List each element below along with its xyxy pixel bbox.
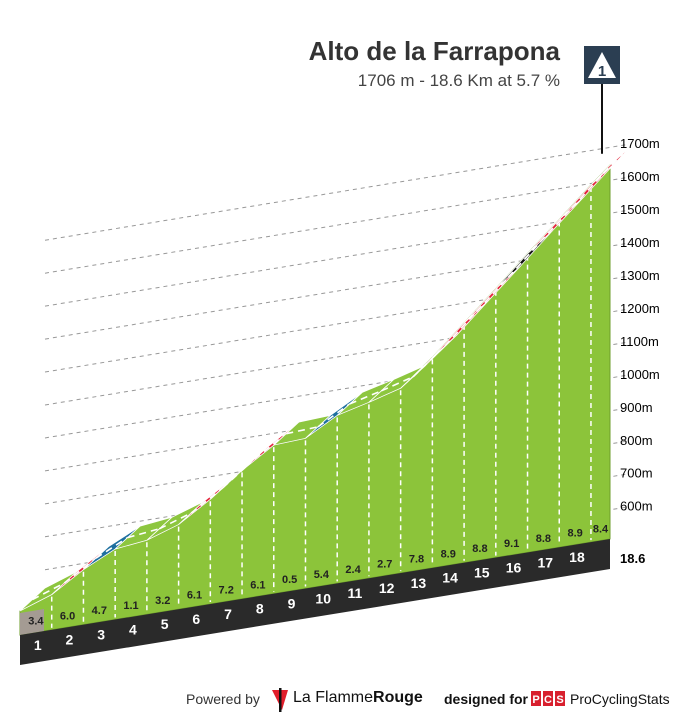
base-band [20, 539, 610, 665]
brand-lfr-light: La Flamme [293, 689, 374, 706]
altitude-tick-label: 1000m [620, 367, 660, 382]
altitude-gridline [44, 440, 630, 538]
climb-subtitle: 1706 m - 18.6 Km at 5.7 % [357, 71, 560, 90]
altitude-tick-label: 1600m [620, 169, 660, 184]
gradient-label: 8.9 [567, 528, 582, 540]
end-distance-label: 18.6 [620, 551, 645, 566]
gradient-label: 9.1 [504, 538, 519, 550]
km-label: 14 [442, 570, 458, 586]
km-label: 15 [474, 565, 490, 581]
km-label: 3 [97, 627, 105, 643]
gradient-label: 7.2 [219, 584, 234, 596]
gradient-label: 8.9 [441, 548, 456, 560]
gradient-label: 2.4 [345, 564, 361, 576]
footer: Powered by La FlammeRouge designed for P… [0, 688, 675, 713]
km-label: 1 [34, 637, 42, 653]
gradient-label: 1.1 [123, 600, 138, 612]
altitude-tick-label: 1700m [620, 136, 660, 151]
svg-text:S: S [556, 694, 563, 706]
altitude-tick-label: 800m [620, 433, 653, 448]
altitude-tick-label: 1200m [620, 301, 660, 316]
svg-text:P: P [532, 694, 539, 706]
designed-for-label: designed for [444, 691, 529, 707]
road-centerline [63, 557, 97, 584]
road-centerline [602, 153, 624, 175]
gradient-label: 6.1 [187, 590, 202, 602]
road-centerline [349, 390, 382, 405]
gradient-label: 3.2 [155, 595, 170, 607]
road-centerline [475, 276, 509, 312]
start-block-side [20, 609, 44, 635]
km-label: 12 [379, 580, 395, 596]
km-label: 8 [256, 601, 264, 617]
altitude-gridline [44, 176, 630, 274]
road-centerline [444, 310, 478, 347]
gradient-label: 4.7 [92, 605, 107, 617]
km-label: 5 [161, 616, 169, 632]
gradient-label: 7.8 [409, 553, 424, 565]
km-label: 13 [411, 575, 427, 591]
altitude-gridline [44, 242, 630, 340]
road-centerline [32, 582, 65, 601]
gradient-label: 0.5 [282, 574, 297, 586]
road-centerline [127, 527, 160, 539]
profile-group: 1 2 3 4 5 6 7 8 9 10 11 12 13 14 15 16 17 183.4 6.0 4.7 1.1 3… [19, 84, 660, 665]
climb-title: Alto de la Farrapona [308, 36, 560, 66]
la-flamme-rouge-logo-icon [272, 688, 288, 712]
altitude-tick-label: 1500m [620, 202, 660, 217]
gradient-label: 6.1 [250, 579, 265, 591]
gradient-label: 8.8 [472, 543, 487, 555]
road-centerline [381, 376, 414, 392]
altitude-tick-label: 1300m [620, 268, 660, 283]
summit-category-icon: 1 [584, 46, 620, 84]
pcs-logo-icon: P C S [531, 691, 565, 706]
km-label: 10 [315, 590, 331, 606]
brand-lfr-bold: Rouge [373, 689, 423, 706]
road-centerline [571, 172, 605, 209]
km-label: 17 [537, 554, 553, 570]
altitude-gridline [44, 374, 630, 472]
road-centerline [539, 207, 573, 243]
road-centerline [190, 487, 224, 514]
altitude-tick-label: 900m [620, 400, 653, 415]
km-label: 6 [192, 611, 200, 627]
altitude-tick-label: 600m [620, 499, 653, 514]
altitude-gridline [44, 308, 630, 406]
gradient-label: 8.4 [593, 524, 609, 536]
altitude-gridline [44, 143, 630, 241]
km-label: 18 [569, 549, 585, 565]
gradient-label: 8.8 [536, 533, 551, 545]
altitude-gridline [44, 275, 630, 373]
altitude-tick-label: 1100m [620, 334, 659, 349]
gradient-label: 2.7 [377, 559, 392, 571]
road-centerline [317, 403, 351, 428]
road-centerline [507, 241, 541, 278]
altitude-tick-label: 1400m [620, 235, 660, 250]
road-centerline [159, 512, 192, 530]
km-label: 4 [129, 621, 137, 637]
road-centerline [254, 433, 287, 460]
km-label: 11 [348, 585, 363, 601]
road-centerline [95, 536, 129, 559]
summit-category-label: 1 [598, 63, 606, 80]
altitude-gridline [44, 209, 630, 307]
procyclingstats-brand[interactable]: ProCyclingStats [570, 691, 670, 707]
altitude-gridline [44, 341, 630, 439]
km-label: 16 [506, 559, 522, 575]
svg-text:C: C [544, 694, 552, 706]
altitude-gridline [44, 407, 630, 505]
gradient-label: 3.4 [28, 615, 44, 627]
la-flamme-rouge-brand[interactable]: La FlammeRouge [293, 689, 423, 707]
km-label: 9 [288, 596, 296, 612]
road-centerline [286, 426, 319, 435]
gradient-label: 5.4 [314, 569, 330, 581]
km-label: 2 [66, 632, 74, 648]
km-label: 7 [224, 606, 232, 622]
gradient-label: 6.0 [60, 610, 75, 622]
powered-by-label: Powered by [186, 691, 260, 707]
altitude-tick-label: 700m [620, 466, 653, 481]
